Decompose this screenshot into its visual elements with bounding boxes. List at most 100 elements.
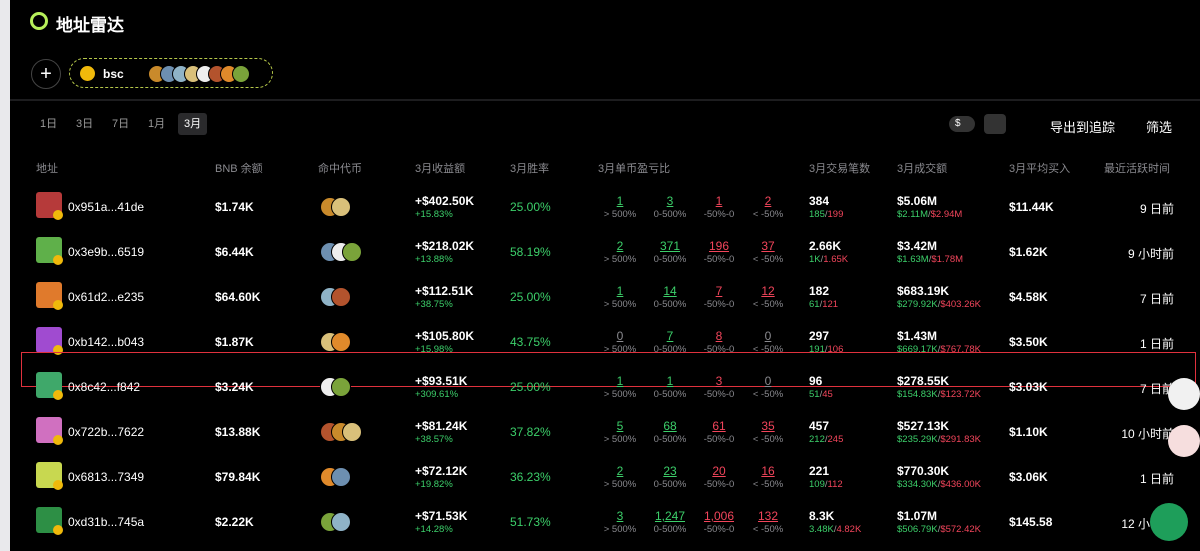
token-icon[interactable] [331, 287, 351, 307]
profit-pct: +19.82% [415, 479, 453, 490]
win-rate: 51.73% [510, 515, 551, 529]
sells: 199 [827, 209, 844, 220]
buy-volume: $669.17K [897, 344, 940, 355]
avatar-badge [53, 345, 63, 355]
sell-volume: $436.00K [940, 479, 982, 490]
sells: 245 [827, 434, 844, 445]
divider [10, 99, 1200, 101]
filter-button[interactable]: 筛选 [1132, 117, 1172, 136]
trades: 2.66K [809, 239, 842, 253]
period-tab[interactable]: 1月 [148, 118, 166, 130]
sell-volume: $1.78M [931, 254, 964, 265]
sells: 4.82K [836, 524, 862, 535]
token-icon[interactable] [331, 197, 351, 217]
trades: 221 [809, 464, 830, 478]
sell-volume: $291.83K [940, 434, 982, 445]
app: 地址雷达 + bsc $ 导出到追踪 筛选 1日 3日 7日 1月 3月地址 BNB 余额… [10, 0, 1200, 551]
page-title: 地址雷达 [56, 16, 124, 35]
win-rate: 43.75% [510, 335, 551, 349]
trades: 96 [809, 374, 823, 388]
buy-volume: $235.29K [897, 434, 940, 445]
sells: 106 [827, 344, 844, 355]
side-button[interactable] [1168, 425, 1200, 457]
volume: $527.13K [897, 419, 950, 433]
buys: 185 [809, 209, 828, 220]
row-highlight [21, 352, 1196, 387]
address[interactable]: 0x722b...7622 [68, 425, 145, 439]
avg-buy: $3.06K [1009, 470, 1048, 484]
address[interactable]: 0x3e9b...6519 [68, 245, 145, 259]
win-rate: 58.19% [510, 245, 551, 259]
period-tab[interactable]: 3月 [178, 113, 208, 135]
address[interactable]: 0xb142...b043 [68, 335, 145, 349]
side-button[interactable] [1168, 378, 1200, 410]
period-tab[interactable]: 3日 [76, 118, 94, 130]
balance: $3.24K [215, 380, 254, 394]
volume: $1.43M [897, 329, 938, 343]
token-icon[interactable] [331, 332, 351, 352]
add-button[interactable]: + [31, 59, 61, 89]
column-header[interactable]: 3月胜率 [510, 163, 550, 175]
token-icon[interactable] [342, 242, 362, 262]
sell-volume: $123.72K [940, 389, 982, 400]
buy-volume: $279.92K [897, 299, 940, 310]
currency-toggle[interactable]: $ [949, 116, 975, 132]
balance: $1.74K [215, 200, 254, 214]
volume-split: $235.29K$291.83K [897, 434, 981, 445]
win-rate: 37.82% [510, 425, 551, 439]
avatar-badge [53, 390, 63, 400]
chain-pill[interactable]: bsc [69, 58, 273, 88]
chain-name: bsc [103, 67, 124, 81]
last-active: 7 日前 [1139, 292, 1174, 306]
volume: $278.55K [897, 374, 950, 388]
profit: +$81.24K [415, 419, 468, 433]
hide-toggle[interactable] [984, 114, 1006, 134]
volume-split: $506.79K$572.42K [897, 524, 981, 535]
volume: $770.30K [897, 464, 950, 478]
period-tab[interactable]: 1日 [40, 118, 58, 130]
column-header: 地址 [36, 163, 58, 175]
trades-split: 61121 [809, 299, 838, 310]
sells: 121 [822, 299, 839, 310]
token-icon[interactable] [331, 467, 351, 487]
token-icon[interactable] [331, 512, 351, 532]
token-icon[interactable] [342, 422, 362, 442]
sell-volume: $767.78K [940, 344, 982, 355]
trades: 384 [809, 194, 830, 208]
profit: +$218.02K [415, 239, 475, 253]
volume-split: $669.17K$767.78K [897, 344, 981, 355]
column-header[interactable]: 3月成交额 [897, 163, 948, 175]
column-header[interactable]: 最近活跃时间 [1104, 163, 1170, 175]
column-header[interactable]: 3月交易笔数 [809, 163, 871, 175]
avatar-badge [53, 255, 63, 265]
buys: 191 [809, 344, 828, 355]
token-icon[interactable] [331, 377, 351, 397]
last-active: 9 日前 [1139, 202, 1174, 216]
chat-button[interactable] [1150, 503, 1188, 541]
profit: +$93.51K [415, 374, 468, 388]
volume-split: $1.63M$1.78M [897, 254, 963, 265]
chain-icon [80, 66, 95, 81]
column-header[interactable]: 3月平均买入 [1009, 163, 1071, 175]
trades-split: 212245 [809, 434, 843, 445]
trades-split: 109112 [809, 479, 843, 490]
sell-volume: $2.94M [930, 209, 963, 220]
volume-split: $154.83K$123.72K [897, 389, 981, 400]
address[interactable]: 0xd31b...745a [68, 515, 145, 529]
address[interactable]: 0x61d2...e235 [68, 290, 145, 304]
export-button[interactable]: 导出到追踪 [1034, 117, 1115, 136]
profit-pct: +38.75% [415, 299, 453, 310]
profit: +$72.12K [415, 464, 468, 478]
buy-volume: $506.79K [897, 524, 940, 535]
profit-pct: +13.88% [415, 254, 453, 265]
period-tab[interactable]: 7日 [112, 118, 130, 130]
address[interactable]: 0x951a...41de [68, 200, 145, 214]
volume-split: $334.30K$436.00K [897, 479, 981, 490]
volume: $683.19K [897, 284, 950, 298]
balance: $2.22K [215, 515, 254, 529]
address[interactable]: 0x8c42...f842 [68, 380, 141, 394]
profit: +$71.53K [415, 509, 468, 523]
column-header[interactable]: 3月收益额 [415, 163, 466, 175]
column-header[interactable]: BNB 余额 [215, 163, 263, 175]
address[interactable]: 0x6813...7349 [68, 470, 145, 484]
